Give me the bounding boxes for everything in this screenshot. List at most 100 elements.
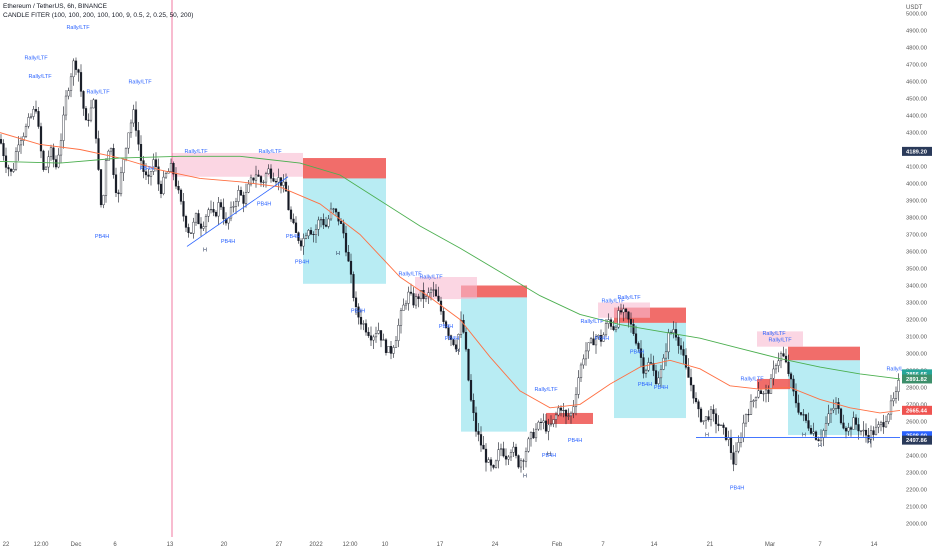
candle-body (174, 173, 178, 187)
time-tick-label: Mar (765, 542, 775, 548)
candle-body (179, 189, 183, 202)
candle-body (577, 377, 580, 395)
pb4h-label: PB4H (439, 324, 453, 330)
candle-body (304, 235, 308, 239)
candle-body (242, 194, 245, 204)
candle-body (834, 402, 838, 409)
candle-body (552, 419, 555, 425)
price-tick-label: 4400.00 (906, 114, 927, 120)
h-label: H (867, 440, 871, 446)
candle-body (702, 420, 705, 422)
candle-body (429, 289, 433, 293)
time-tick-label: 13 (167, 542, 174, 548)
candle-body (717, 423, 720, 426)
candle-body (882, 422, 885, 428)
candle-body (422, 290, 425, 300)
candle-body (194, 213, 198, 223)
candle-body (519, 460, 523, 468)
candle-body (687, 367, 690, 378)
candle-body (584, 350, 588, 360)
candle-body (374, 333, 378, 338)
candle-body (134, 109, 138, 131)
candle-body (539, 421, 543, 423)
candle-body (364, 323, 368, 333)
candle-body (264, 173, 268, 183)
candle-body (262, 181, 265, 183)
candle-body (602, 334, 605, 342)
candle-body (37, 111, 40, 127)
candle-body (204, 216, 208, 227)
candle-body (512, 446, 515, 453)
candle-body (292, 218, 295, 224)
indicator-lines-layer (0, 132, 901, 438)
time-axis-bg (0, 537, 932, 550)
candle-body (699, 408, 703, 422)
price-tick-label: 2600.00 (906, 419, 927, 425)
candle-body (614, 326, 618, 330)
candle-body (74, 60, 78, 70)
candle-body (327, 218, 330, 227)
candle-body (609, 319, 613, 327)
candle-body (334, 208, 338, 213)
candle-body (442, 311, 445, 322)
chart-header: Ethereum / TetherUS, 6h, BINANCE CANDLE … (3, 2, 193, 20)
price-tick-label: 2100.00 (906, 504, 927, 510)
pb4h-label: PB4H (351, 309, 365, 315)
candle-body (202, 226, 205, 229)
candle-body (464, 332, 468, 350)
candle-body (739, 437, 743, 443)
candle-body (97, 138, 100, 170)
time-tick-label: 22 (3, 542, 10, 548)
supply-zone (461, 285, 527, 298)
price-tick-label: 4800.00 (906, 46, 927, 52)
candle-body (637, 343, 640, 349)
candle-body (214, 212, 218, 217)
h-label: H (547, 451, 551, 457)
candle-body (284, 181, 288, 192)
candle-body (189, 232, 193, 234)
candle-body (212, 209, 215, 213)
candle-body (859, 430, 863, 432)
price-axis-unit: USDT (906, 5, 923, 11)
candle-body (762, 393, 765, 395)
candle-body (807, 420, 810, 429)
candle-body (87, 119, 90, 121)
indicator-legend[interactable]: CANDLE FITER (100, 100, 200, 100, 100, 9… (3, 12, 194, 19)
candle-body (594, 336, 598, 346)
candle-body (307, 230, 310, 237)
candle-body (732, 452, 735, 465)
candle-body (117, 192, 120, 195)
candle-body (662, 357, 665, 370)
candle-body (532, 432, 535, 439)
candle-body (724, 427, 728, 440)
candle-body (622, 308, 625, 313)
candle-body (109, 148, 113, 152)
candle-body (562, 410, 565, 412)
candle-body (582, 358, 585, 366)
price-tick-label: 3700.00 (906, 233, 927, 239)
candle-body (507, 456, 510, 460)
candle-body (434, 289, 438, 297)
price-tick-label: 4900.00 (906, 29, 927, 35)
candle-body (782, 353, 785, 357)
candle-body (207, 209, 210, 217)
candle-body (99, 169, 103, 206)
rally-ltf-label: Rally/LTF (258, 149, 282, 155)
candle-body (487, 459, 490, 463)
time-tick-label: 7 (818, 542, 822, 548)
candle-body (154, 159, 158, 168)
candle-body (247, 183, 250, 193)
candle-body (147, 174, 150, 177)
candle-body (729, 437, 733, 453)
pb4h-label: PB4H (630, 349, 644, 355)
candle-body (522, 460, 525, 462)
candle-body (624, 308, 628, 313)
candle-body (129, 122, 133, 134)
candle-body (572, 406, 575, 414)
candle-body (884, 421, 888, 428)
time-tick-label: 2022 (309, 542, 323, 548)
candle-body (737, 442, 740, 452)
candle-body (209, 209, 213, 211)
